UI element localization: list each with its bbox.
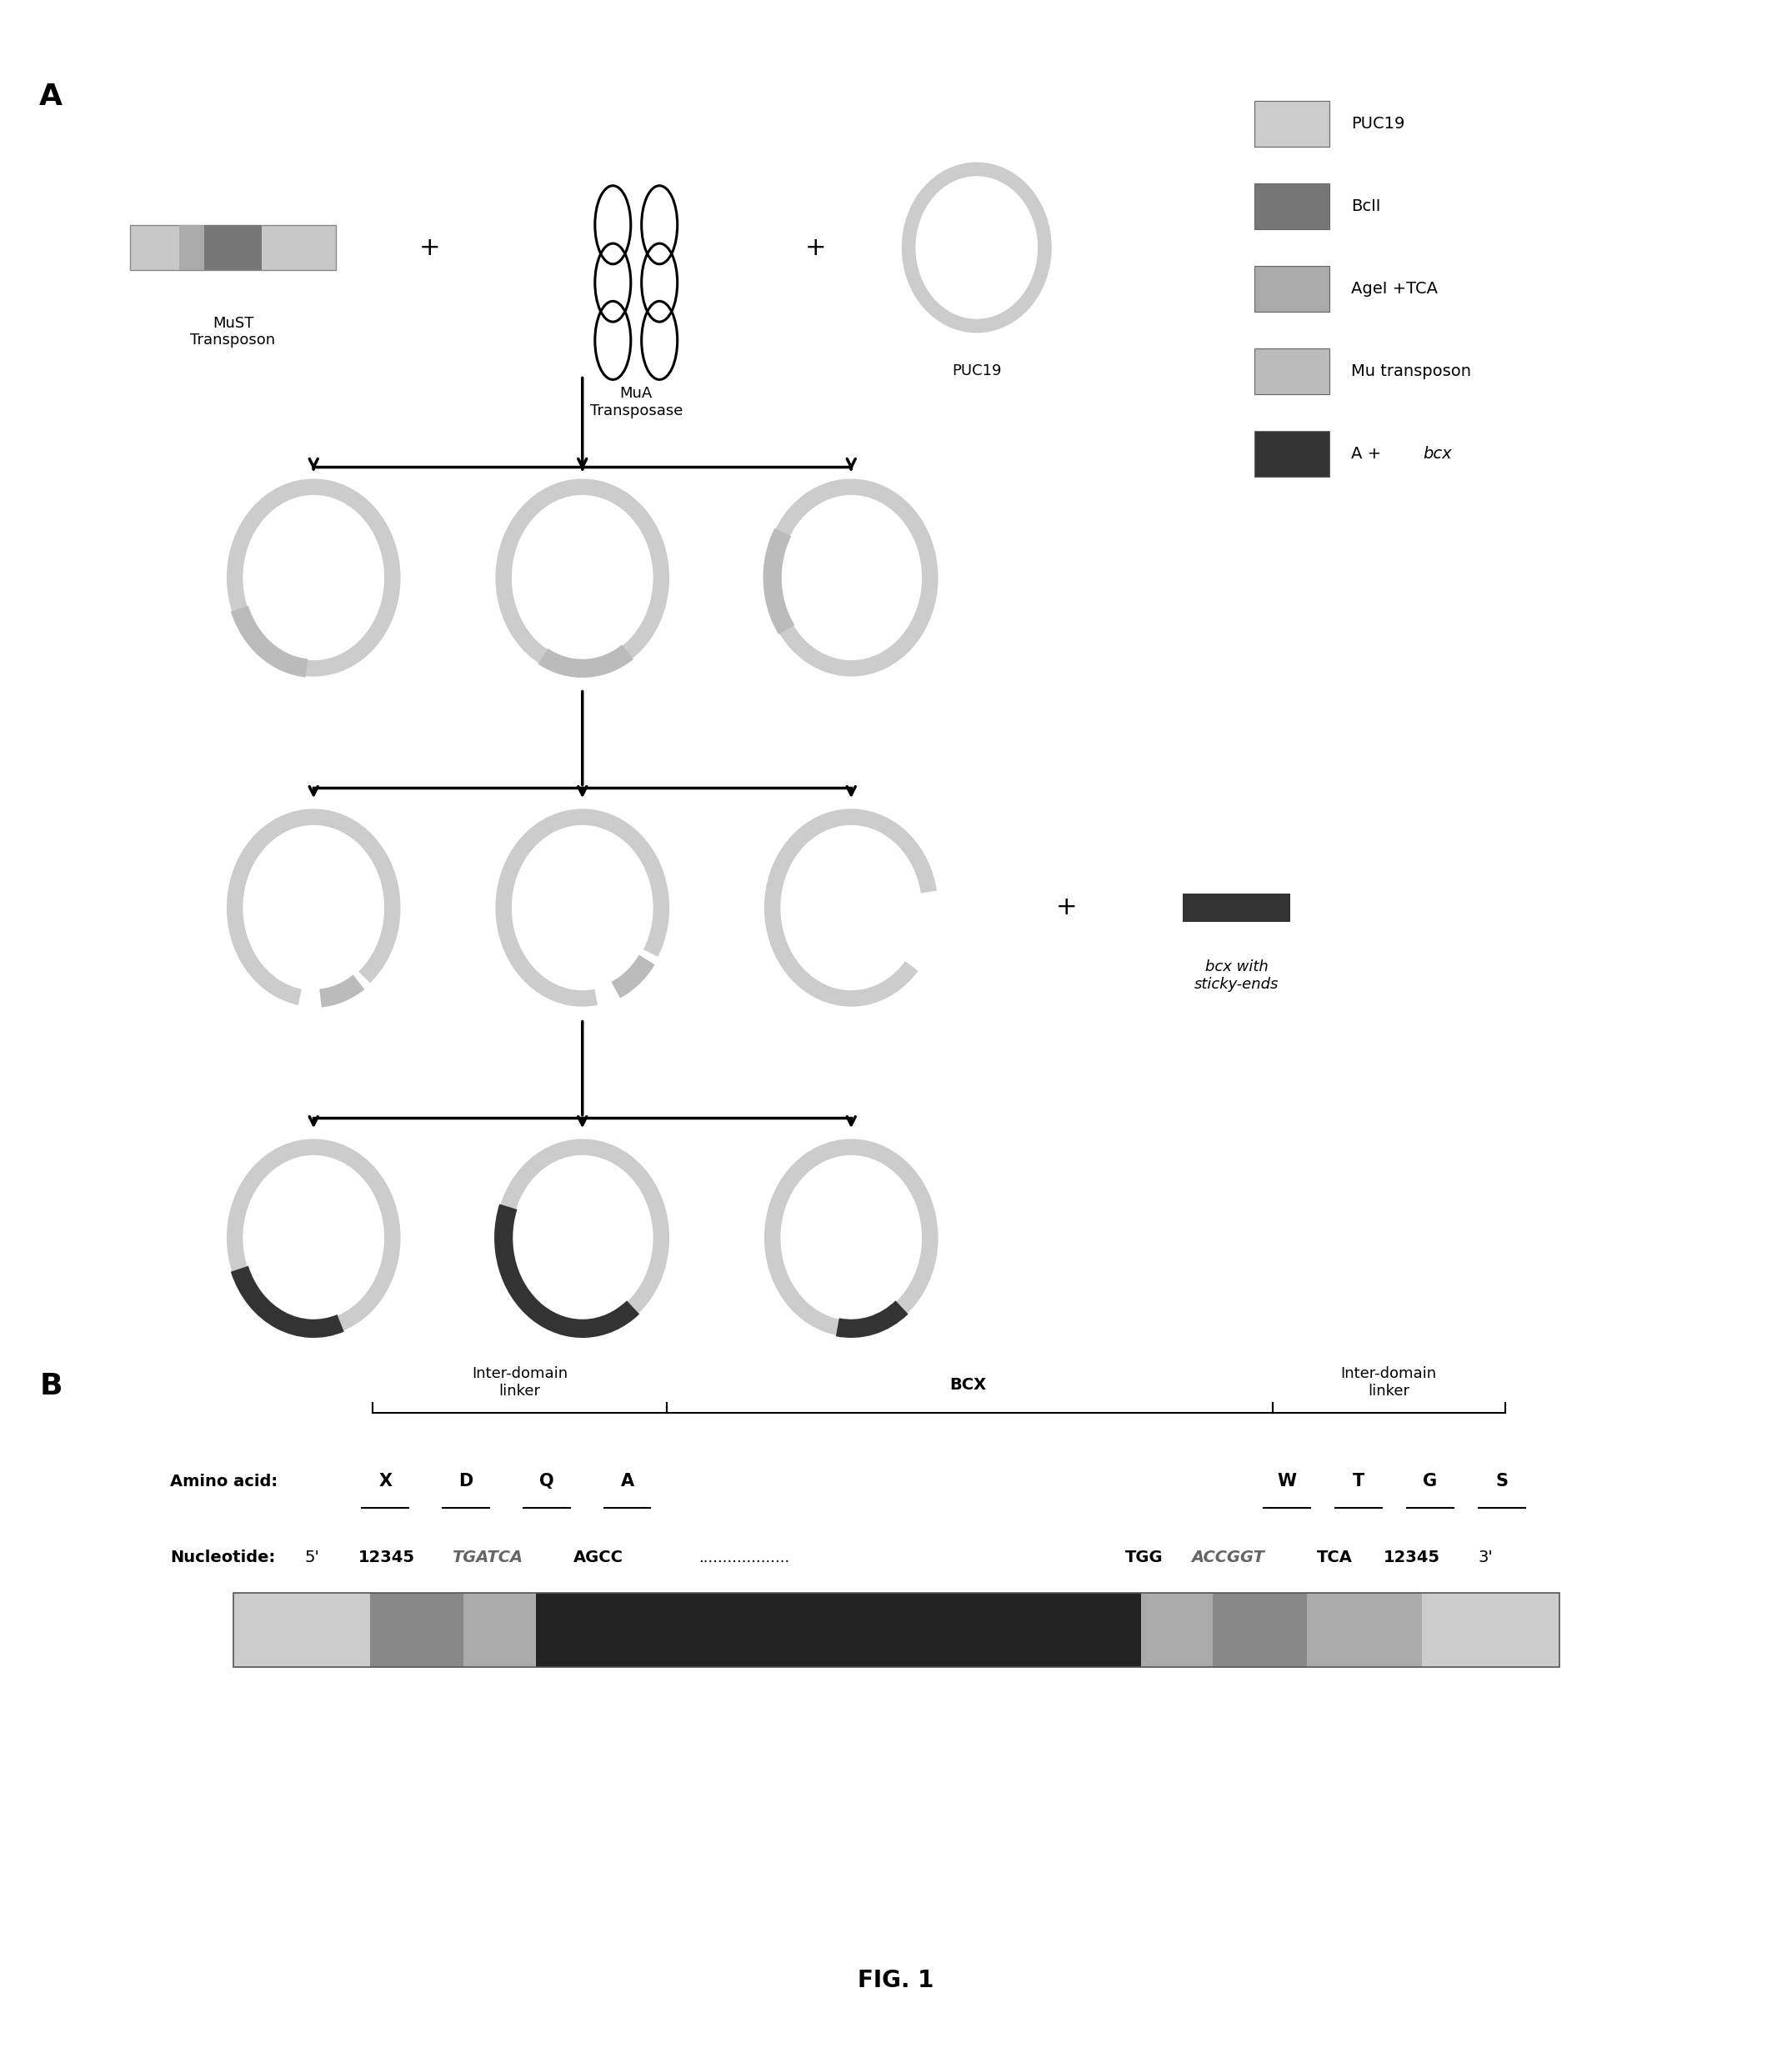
- Bar: [1254, 431, 1330, 477]
- Text: W: W: [1278, 1473, 1296, 1489]
- Bar: [1142, 1593, 1213, 1667]
- Text: bcx: bcx: [1423, 446, 1452, 462]
- Text: PUC19: PUC19: [1351, 116, 1405, 132]
- Bar: [1183, 893, 1290, 922]
- Bar: [131, 225, 337, 270]
- Text: ACTAGT: ACTAGT: [452, 1601, 521, 1617]
- Text: 3': 3': [1478, 1549, 1493, 1566]
- Bar: [204, 225, 262, 270]
- Text: AgeI +TCA: AgeI +TCA: [1351, 281, 1437, 297]
- Bar: [1254, 101, 1330, 146]
- Text: B: B: [39, 1372, 63, 1401]
- Text: TCA: TCA: [1317, 1549, 1353, 1566]
- Text: S: S: [1496, 1473, 1507, 1489]
- Text: FIG. 1: FIG. 1: [858, 1968, 934, 1993]
- Bar: [233, 1593, 369, 1667]
- Text: PUC19: PUC19: [952, 363, 1002, 378]
- Text: Inter-domain
linker: Inter-domain linker: [1340, 1366, 1437, 1399]
- Text: A: A: [620, 1473, 634, 1489]
- Text: 12345: 12345: [358, 1549, 416, 1566]
- Text: TGGCCA: TGGCCA: [1192, 1601, 1265, 1617]
- Text: AGCC: AGCC: [573, 1549, 624, 1566]
- Text: bcx with
sticky-ends: bcx with sticky-ends: [1193, 959, 1279, 992]
- Text: +: +: [419, 235, 441, 260]
- Bar: [1213, 1593, 1306, 1667]
- Text: 12345: 12345: [1383, 1549, 1441, 1566]
- Text: +: +: [1055, 895, 1077, 920]
- Text: TCGG: TCGG: [573, 1601, 624, 1617]
- Text: 5': 5': [305, 1549, 319, 1566]
- Text: ...................: ...................: [699, 1549, 790, 1566]
- Text: A: A: [39, 83, 63, 111]
- Text: A +: A +: [1351, 446, 1387, 462]
- Bar: [1254, 349, 1330, 394]
- Text: MuST
Transposon: MuST Transposon: [190, 316, 276, 349]
- Bar: [179, 225, 204, 270]
- Text: D: D: [459, 1473, 473, 1489]
- Text: G: G: [1423, 1473, 1437, 1489]
- Bar: [233, 1593, 1559, 1667]
- Bar: [464, 1593, 536, 1667]
- Text: TGG: TGG: [1125, 1549, 1163, 1566]
- Text: T: T: [1353, 1473, 1364, 1489]
- Text: Nucleotide:: Nucleotide:: [170, 1549, 276, 1566]
- Text: 12345: 12345: [1383, 1601, 1441, 1617]
- Text: +: +: [805, 235, 826, 260]
- Bar: [1423, 1593, 1559, 1667]
- Text: ...................: ...................: [699, 1601, 790, 1617]
- Text: 5': 5': [1478, 1601, 1493, 1617]
- Text: Mu transposon: Mu transposon: [1351, 363, 1471, 380]
- Text: AGT: AGT: [1317, 1601, 1355, 1617]
- Text: MuA
Transposase: MuA Transposase: [590, 386, 683, 419]
- Text: ACCGGT: ACCGGT: [1192, 1549, 1265, 1566]
- Text: Inter-domain
linker: Inter-domain linker: [471, 1366, 568, 1399]
- Text: BCX: BCX: [950, 1376, 986, 1393]
- Bar: [369, 1593, 464, 1667]
- Text: ACC: ACC: [1125, 1601, 1161, 1617]
- Text: 12345: 12345: [358, 1601, 416, 1617]
- Text: Q: Q: [539, 1473, 554, 1489]
- Bar: [1306, 1593, 1423, 1667]
- Bar: [1254, 266, 1330, 312]
- Bar: [1254, 184, 1330, 229]
- Text: 3': 3': [305, 1601, 319, 1617]
- Text: X: X: [378, 1473, 392, 1489]
- Text: Amino acid:: Amino acid:: [170, 1473, 278, 1489]
- Text: TGATCA: TGATCA: [452, 1549, 523, 1566]
- Bar: [536, 1593, 1142, 1667]
- Text: BcII: BcII: [1351, 198, 1380, 215]
